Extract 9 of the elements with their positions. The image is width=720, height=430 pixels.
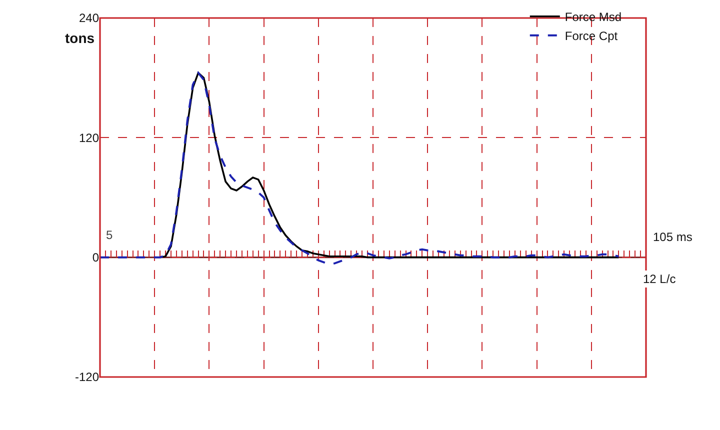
annotation: 12 L/c <box>643 272 676 286</box>
y-tick-label: -120 <box>74 370 100 384</box>
y-tick-label: 240 <box>78 11 100 26</box>
y-axis-title: tons <box>65 30 95 46</box>
annotation: 5 <box>106 228 113 242</box>
y-tick-label: 120 <box>78 130 100 145</box>
text: 105 ms <box>653 230 692 244</box>
legend-label: Force Cpt <box>564 29 618 44</box>
y-tick-label: 0 <box>92 250 100 265</box>
